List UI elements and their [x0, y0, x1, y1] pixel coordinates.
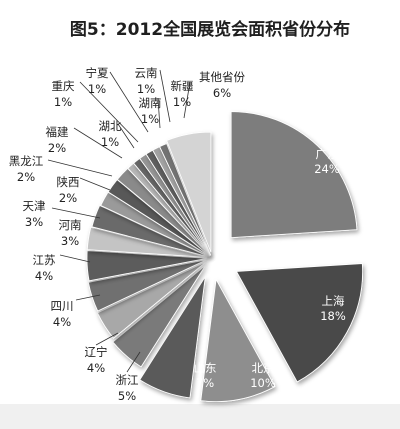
pie-slice-3 [200, 278, 276, 402]
slice-name-label-18: 云南 [135, 66, 158, 80]
pie-slice-20 [166, 131, 212, 253]
slice-name-label-1: 广东 [316, 147, 339, 161]
slice-name-label-12: 黑龙江 [9, 154, 44, 168]
slice-name-label-8: 江苏 [33, 253, 56, 267]
pie-slice-8 [86, 250, 208, 282]
slice-name-label-20: 其他省份 [199, 70, 245, 84]
leader-line-16 [109, 71, 149, 133]
slice-value-label-6: 4% [87, 361, 105, 375]
leader-lines [47, 69, 191, 373]
slice-name-label-9: 河南 [59, 218, 82, 232]
slice-value-label-15: 1% [54, 95, 72, 109]
slice-value-label-17: 1% [141, 112, 159, 126]
slice-value-label-7: 4% [53, 315, 71, 329]
leader-line-7 [75, 294, 101, 301]
leader-line-10 [51, 207, 101, 219]
slice-name-label-7: 四川 [51, 299, 74, 313]
bottom-band [0, 404, 400, 429]
chart-title: 图5：2012全国展览会面积省份分布 [70, 19, 350, 40]
pie-slice-5 [112, 265, 206, 368]
slice-value-label-9: 3% [61, 234, 79, 248]
slice-value-label-11: 2% [59, 191, 77, 205]
pie-slice-2 [235, 263, 363, 383]
pie-slice-1 [230, 111, 358, 239]
slice-value-label-13: 2% [48, 141, 66, 155]
slice-name-label-3: 北京 [252, 361, 275, 375]
leader-line-17 [157, 97, 161, 129]
leader-line-8 [59, 254, 91, 263]
leader-line-15 [79, 81, 139, 143]
pie-slice-19 [159, 143, 212, 256]
slice-name-label-10: 天津 [23, 199, 46, 213]
slice-name-label-4: 山东 [194, 361, 217, 375]
slice-name-label-6: 辽宁 [85, 345, 108, 359]
pie-slices [86, 111, 363, 402]
slice-name-label-17: 湖南 [139, 96, 162, 110]
slice-value-label-19: 1% [173, 95, 191, 109]
pie-slice-4 [139, 276, 206, 399]
slice-value-label-10: 3% [25, 215, 43, 229]
slice-name-label-19: 新疆 [171, 79, 194, 93]
leader-line-11 [79, 177, 111, 191]
leader-line-14 [117, 123, 135, 149]
slice-value-label-5: 5% [118, 389, 136, 403]
leader-line-6 [95, 332, 119, 346]
slice-value-label-4: 7% [196, 376, 214, 390]
slice-value-label-20: 6% [213, 86, 231, 100]
slice-name-label-13: 福建 [46, 125, 69, 139]
leader-line-5 [126, 351, 141, 373]
slice-value-label-3: 10% [250, 376, 276, 390]
slice-value-label-2: 18% [320, 309, 346, 323]
slice-value-label-14: 1% [101, 135, 119, 149]
pie-slice-10 [91, 205, 209, 258]
leader-line-13 [73, 127, 123, 159]
slice-name-label-14: 湖北 [99, 119, 122, 133]
slice-value-label-12: 2% [17, 170, 35, 184]
slice-name-label-11: 陕西 [57, 175, 80, 189]
slice-value-label-1: 24% [314, 162, 340, 176]
slice-name-label-2: 上海 [322, 294, 345, 308]
slice-value-label-16: 1% [88, 82, 106, 96]
slice-name-label-16: 宁夏 [86, 66, 109, 80]
pie-slice-6 [96, 261, 207, 339]
leader-line-12 [47, 159, 113, 177]
slice-value-label-18: 1% [137, 82, 155, 96]
leader-line-19 [183, 81, 191, 119]
slice-name-label-5: 浙江 [116, 373, 139, 387]
pie-slice-9 [86, 226, 208, 258]
slice-value-label-8: 4% [35, 269, 53, 283]
leader-line-18 [159, 69, 171, 123]
slice-name-label-15: 重庆 [52, 79, 75, 93]
